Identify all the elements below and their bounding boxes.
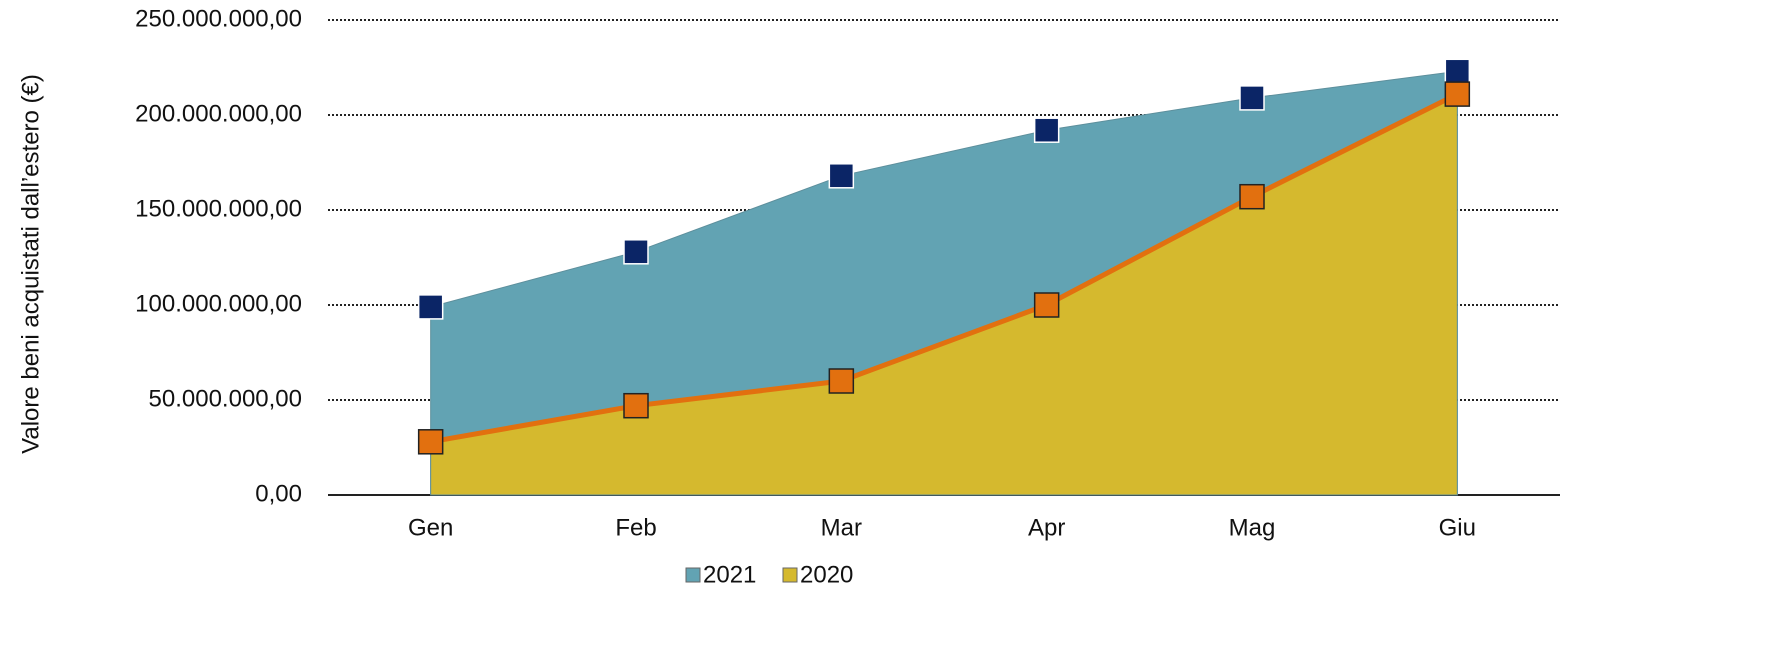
y-tick-label: 0,00 — [255, 480, 302, 507]
legend-swatch — [685, 567, 701, 583]
y-tick-label: 250.000.000,00 — [135, 5, 302, 32]
marker — [828, 163, 855, 189]
x-tick-label: Feb — [615, 514, 656, 541]
marker — [1033, 292, 1060, 318]
y-tick-label: 200.000.000,00 — [135, 100, 302, 127]
x-tick-label: Mag — [1229, 514, 1276, 541]
x-tick-label: Mar — [821, 514, 862, 541]
y-axis-label: Valore beni acquistati dall’estero (€) — [17, 74, 44, 454]
legend-label: 2021 — [703, 561, 756, 588]
marker — [1239, 183, 1265, 210]
legend-label: 2020 — [800, 561, 853, 588]
x-tick-label: Giu — [1439, 514, 1476, 541]
marker — [623, 392, 649, 419]
marker — [1033, 117, 1060, 143]
marker — [417, 294, 444, 320]
marker — [828, 368, 855, 394]
y-tick-label: 150.000.000,00 — [135, 195, 302, 222]
marker — [1444, 81, 1471, 107]
legend-swatch — [782, 567, 798, 583]
y-tick-label: 100.000.000,00 — [135, 290, 302, 317]
marker — [417, 429, 444, 455]
x-tick-label: Gen — [408, 514, 453, 541]
x-tick-label: Apr — [1028, 514, 1065, 541]
marker — [1239, 85, 1265, 111]
y-tick-label: 50.000.000,00 — [149, 385, 302, 412]
marker — [623, 239, 649, 265]
line — [430, 91, 1459, 445]
marker — [1444, 58, 1471, 85]
